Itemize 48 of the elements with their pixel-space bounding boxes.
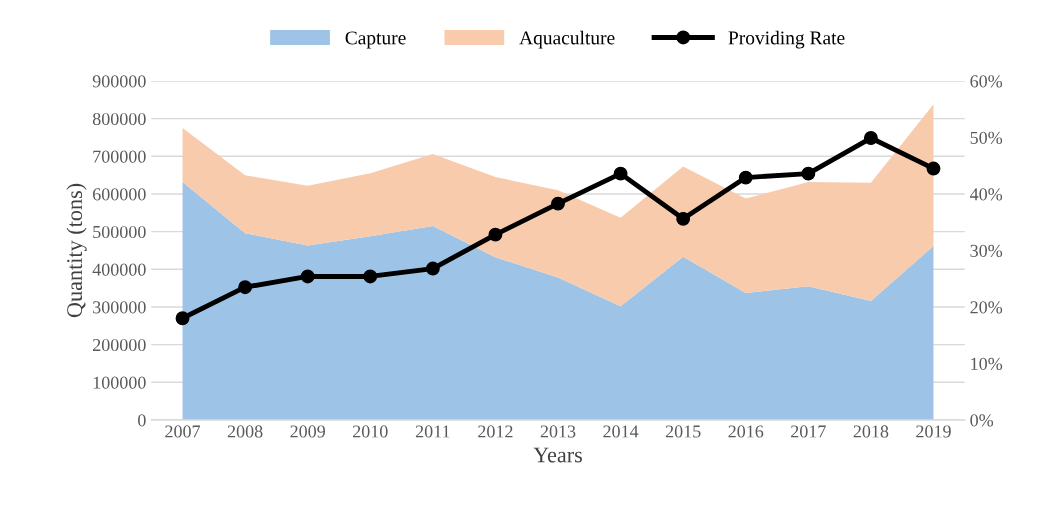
x-tick-label: 2009 — [290, 425, 325, 438]
y2-tick-label: 40% — [969, 188, 1003, 201]
x-axis-title: Years — [533, 447, 582, 463]
y-tick-label: 300000 — [93, 301, 146, 314]
x-tick-label: 2019 — [916, 425, 951, 438]
x-tick-label: 2015 — [665, 425, 701, 438]
legend-label: Aquaculture — [519, 30, 615, 49]
y-tick-label: 900000 — [92, 75, 146, 88]
y-tick-label: 800000 — [92, 112, 146, 126]
x-tick-label: 2018 — [853, 425, 889, 438]
y-tick-label: 700000 — [93, 150, 146, 163]
y-tick-label: 400000 — [92, 263, 146, 276]
y-tick-label: 500000 — [93, 225, 146, 239]
x-tick-label: 2016 — [728, 425, 764, 438]
x-tick-label: 2012 — [478, 425, 513, 438]
point — [175, 311, 190, 326]
y2-tick-label: 60% — [970, 75, 1003, 88]
point — [613, 166, 628, 181]
x-tick-label: 2014 — [603, 425, 639, 438]
y-tick-label: 0 — [138, 414, 146, 427]
y2-tick-label: 0% — [970, 414, 994, 427]
legend-label: Capture — [345, 31, 406, 49]
point — [425, 261, 440, 276]
y-axis-title: Quantity (tons) — [66, 183, 87, 318]
point — [676, 211, 691, 226]
point — [926, 161, 941, 176]
legend-label: Providing Rate — [728, 30, 845, 49]
y-tick-label: 200000 — [93, 338, 146, 352]
point — [863, 131, 878, 145]
x-tick-label: 2010 — [353, 425, 388, 438]
y-tick-label: 600000 — [92, 188, 146, 201]
y2-tick-label: 50% — [970, 131, 1003, 144]
point — [363, 269, 378, 284]
point — [238, 280, 253, 295]
y2-tick-label: 20% — [970, 301, 1003, 314]
x-tick-label: 2013 — [540, 425, 576, 438]
point — [300, 269, 315, 284]
point — [551, 196, 565, 211]
point — [738, 170, 753, 185]
point — [801, 166, 816, 181]
x-tick-label: 2011 — [415, 425, 450, 438]
y2-tick-label: 10% — [971, 357, 1003, 370]
x-tick-label: 2017 — [791, 425, 826, 438]
point — [488, 227, 503, 242]
x-tick-label: 2007 — [165, 425, 201, 438]
y-tick-label: 100000 — [93, 376, 146, 389]
x-tick-label: 2008 — [227, 425, 263, 438]
y2-tick-label: 30% — [970, 244, 1003, 257]
